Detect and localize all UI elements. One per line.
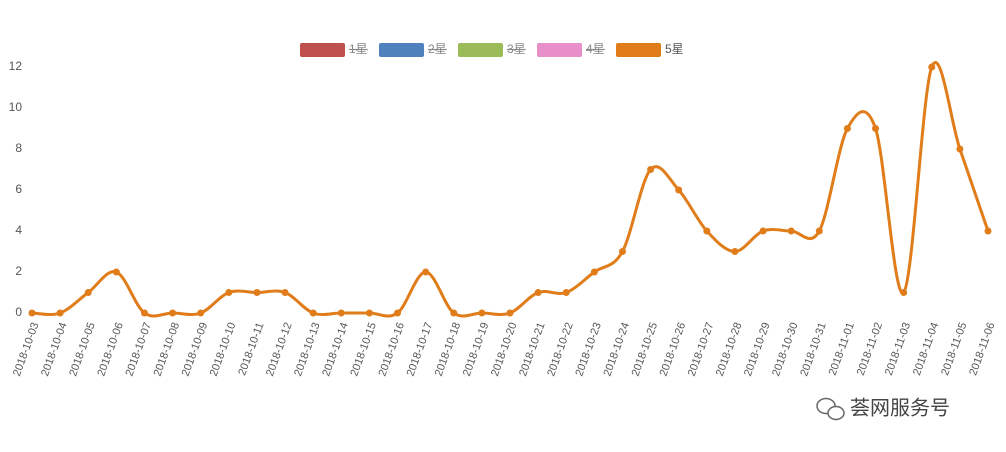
x-tick-label: 2018-10-22 [545, 321, 576, 378]
x-tick-label: 2018-10-16 [377, 321, 408, 378]
point [534, 289, 542, 296]
x-tick-label: 2018-10-25 [630, 321, 661, 378]
x-tick-label: 2018-10-08 [152, 321, 183, 378]
x-tick-label: 2018-11-02 [855, 321, 885, 377]
x-tick-label: 2018-10-15 [348, 321, 379, 378]
x-tick-label: 2018-10-24 [601, 321, 632, 378]
point [731, 248, 739, 255]
x-tick-label: 2018-10-19 [461, 321, 492, 378]
legend-swatch [300, 43, 345, 57]
point [112, 268, 120, 276]
x-tick-label: 2018-10-05 [67, 321, 98, 378]
x-tick-label: 2018-10-28 [714, 321, 745, 378]
point [956, 145, 964, 153]
y-tick-label: 10 [9, 100, 23, 114]
point [281, 289, 289, 296]
x-tick-label: 2018-10-14 [320, 321, 351, 378]
point [647, 166, 655, 173]
x-tick-label: 2018-11-06 [967, 321, 997, 377]
y-tick-label: 8 [15, 141, 22, 155]
line [31, 61, 990, 318]
point [618, 248, 626, 255]
point [928, 63, 936, 71]
legend-swatch [616, 43, 661, 57]
watermark: 荟网服务号 [850, 396, 950, 419]
x-tick-label: 2018-10-13 [292, 321, 323, 378]
point [562, 289, 570, 296]
x-tick-label: 2018-11-03 [883, 321, 913, 377]
x-tick-label: 2018-10-06 [95, 321, 126, 378]
x-tick-label: 2018-10-07 [123, 321, 154, 378]
x-tick-label: 2018-10-31 [798, 321, 829, 378]
point [394, 309, 402, 317]
x-tick-label: 2018-10-23 [573, 321, 604, 378]
y-tick-label: 12 [9, 59, 23, 73]
x-tick-label: 2018-10-29 [742, 321, 773, 378]
x-tick-label: 2018-10-18 [433, 321, 464, 378]
x-tick-label: 2018-10-09 [180, 321, 211, 378]
x-tick-label: 2018-10-30 [770, 321, 801, 378]
point [337, 309, 345, 317]
point [675, 186, 683, 194]
point [28, 309, 36, 317]
legend-label: 3星 [507, 42, 526, 56]
legend-label: 5星 [665, 42, 684, 56]
point [169, 309, 177, 317]
x-tick-label: 2018-10-12 [264, 321, 295, 378]
point [506, 309, 514, 317]
point [422, 268, 430, 276]
x-tick-label: 2018-11-05 [939, 321, 969, 377]
point [365, 309, 373, 317]
legend-swatch [379, 43, 424, 57]
x-tick-label: 2018-10-27 [686, 321, 717, 378]
point [225, 289, 233, 296]
point [140, 309, 148, 317]
x-tick-label: 2018-10-21 [517, 321, 548, 378]
legend-swatch [458, 43, 503, 57]
legend-label: 4星 [586, 42, 605, 56]
y-tick-label: 4 [15, 223, 22, 237]
x-tick-label: 2018-10-03 [11, 321, 42, 378]
point [900, 289, 908, 296]
x-tick-label: 2018-10-17 [405, 321, 436, 378]
point [872, 125, 880, 132]
x-tick-label: 2018-11-01 [827, 321, 857, 377]
y-tick-label: 6 [15, 182, 22, 196]
point [984, 227, 992, 235]
x-tick-label: 2018-10-10 [208, 321, 239, 378]
point [309, 309, 317, 317]
point [253, 289, 261, 296]
x-tick-label: 2018-11-04 [911, 321, 941, 377]
x-tick-label: 2018-10-11 [236, 321, 266, 377]
legend-label: 2星 [428, 42, 447, 56]
point [84, 289, 92, 296]
y-tick-label: 2 [15, 264, 22, 278]
x-tick-label: 2018-10-20 [489, 321, 520, 378]
point [56, 309, 64, 317]
y-tick-label: 0 [15, 305, 22, 319]
legend-label: 1星 [349, 42, 368, 56]
x-tick-label: 2018-10-26 [658, 321, 689, 378]
point [478, 309, 486, 317]
x-tick-label: 2018-10-04 [39, 321, 70, 378]
point [450, 309, 458, 317]
point [703, 227, 711, 235]
watermark-icon [816, 397, 845, 421]
point [197, 309, 205, 317]
point [843, 125, 851, 132]
point [759, 227, 767, 235]
point [590, 268, 598, 276]
legend-swatch [537, 43, 582, 57]
point [787, 227, 795, 235]
point [815, 227, 823, 235]
